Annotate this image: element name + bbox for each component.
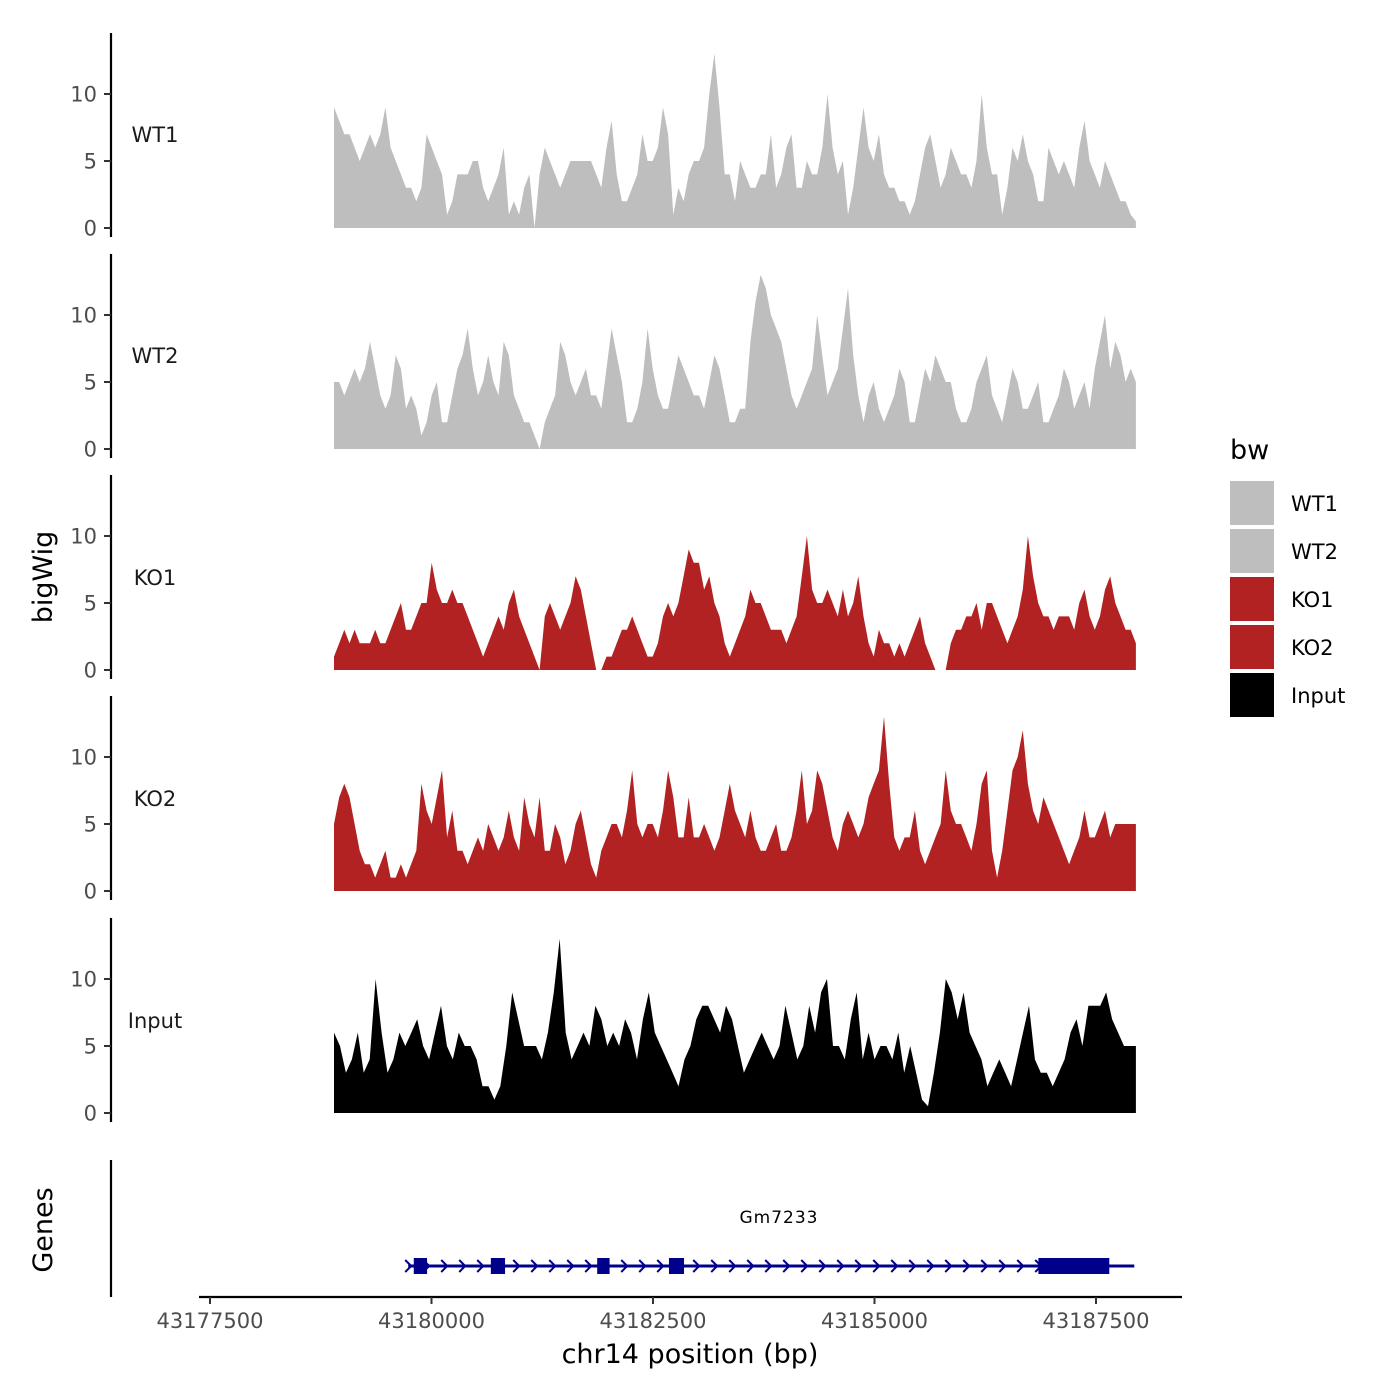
strand-arrow — [404, 1259, 413, 1273]
gene-exon — [413, 1258, 428, 1274]
strand-arrow — [800, 1259, 809, 1273]
strand-arrow — [854, 1259, 863, 1273]
gene-exon — [490, 1258, 506, 1274]
x-axis: 43177500 43180000 43182500 43185000 43187500 — [157, 1295, 1182, 1333]
strand-arrow — [872, 1259, 881, 1273]
x-tick-label: 43177500 — [157, 1309, 264, 1333]
tracks: 0 5 10 WT1 0 5 10 WT2 0 5 10 KO1 0 5 10 KO2 0 5 10 Input — [70, 33, 1136, 1126]
strand-arrow — [584, 1259, 593, 1273]
track-wt1: 0 5 10 WT1 — [70, 33, 1136, 241]
track-input: 0 5 10 Input — [70, 918, 1136, 1126]
area-ko2 — [334, 716, 1136, 891]
track-label-wt2: WT2 — [132, 344, 179, 368]
x-tick-label: 43182500 — [600, 1309, 707, 1333]
y-tick-label: 0 — [84, 438, 97, 462]
track-wt2: 0 5 10 WT2 — [70, 254, 1136, 462]
strand-arrow — [782, 1259, 791, 1273]
strand-arrow — [764, 1259, 773, 1273]
legend-label-ko1: KO1 — [1291, 588, 1334, 612]
strand-arrow — [566, 1259, 575, 1273]
gene-exon — [668, 1258, 685, 1274]
strand-arrow — [512, 1259, 521, 1273]
strand-arrow — [548, 1259, 557, 1273]
y-tick-label: 5 — [84, 150, 97, 174]
strand-arrow — [656, 1259, 665, 1273]
y-tick-label: 0 — [84, 217, 97, 241]
strand-arrow — [962, 1259, 971, 1273]
legend-key-ko1 — [1230, 577, 1274, 621]
legend-key-wt1 — [1230, 481, 1274, 525]
y-tick-label: 0 — [84, 880, 97, 904]
strand-arrow — [620, 1259, 629, 1273]
strand-arrow — [638, 1259, 647, 1273]
area-input — [334, 938, 1136, 1113]
x-tick-label: 43180000 — [378, 1309, 485, 1333]
legend-label-ko2: KO2 — [1291, 636, 1334, 660]
strand-arrow — [440, 1259, 449, 1273]
genes-panel: Gm7233 — [109, 1160, 1135, 1297]
gene-exon — [597, 1258, 610, 1274]
area-ko1 — [334, 536, 1136, 670]
legend: bw WT1 WT2 KO1 KO2 Input — [1230, 435, 1345, 717]
legend-title: bw — [1230, 435, 1269, 466]
y-tick-label: 5 — [84, 371, 97, 395]
track-ko1: 0 5 10 KO1 — [70, 475, 1136, 683]
strand-arrow — [458, 1259, 467, 1273]
y-tick-label: 5 — [84, 813, 97, 837]
legend-key-ko2 — [1230, 625, 1274, 669]
strand-arrow — [836, 1259, 845, 1273]
strand-arrow — [890, 1259, 899, 1273]
x-tick-label: 43187500 — [1043, 1309, 1150, 1333]
strand-arrow — [944, 1259, 953, 1273]
track-label-input: Input — [128, 1009, 182, 1033]
strand-arrow — [980, 1259, 989, 1273]
track-ko2: 0 5 10 KO2 — [70, 696, 1136, 904]
area-wt1 — [334, 53, 1136, 228]
y-tick-label: 10 — [70, 746, 97, 770]
legend-key-wt2 — [1230, 529, 1274, 573]
strand-arrow — [926, 1259, 935, 1273]
y-tick-label: 10 — [70, 525, 97, 549]
y-tick-label: 10 — [70, 83, 97, 107]
y-axis-title: bigWig — [28, 531, 59, 624]
x-tick-label: 43185000 — [821, 1309, 928, 1333]
gene-exon — [1038, 1258, 1110, 1274]
strand-arrow — [908, 1259, 917, 1273]
strand-arrow — [692, 1259, 701, 1273]
legend-label-input: Input — [1291, 684, 1345, 708]
track-label-ko2: KO2 — [134, 787, 177, 811]
area-wt2 — [334, 274, 1136, 449]
y-tick-label: 5 — [84, 592, 97, 616]
track-label-wt1: WT1 — [132, 123, 179, 147]
strand-arrow — [476, 1259, 485, 1273]
genes-axis-title: Genes — [28, 1187, 59, 1272]
y-tick-label: 0 — [84, 1102, 97, 1126]
y-tick-label: 10 — [70, 304, 97, 328]
y-tick-label: 0 — [84, 659, 97, 683]
legend-label-wt2: WT2 — [1291, 540, 1338, 564]
track-label-ko1: KO1 — [134, 566, 177, 590]
legend-label-wt1: WT1 — [1291, 492, 1338, 516]
legend-key-input — [1230, 673, 1274, 717]
y-tick-label: 5 — [84, 1035, 97, 1059]
x-axis-title: chr14 position (bp) — [562, 1339, 819, 1370]
strand-arrow — [710, 1259, 719, 1273]
strand-arrow — [746, 1259, 755, 1273]
strand-arrow — [1016, 1259, 1025, 1273]
strand-arrow — [530, 1259, 539, 1273]
strand-arrow — [728, 1259, 737, 1273]
strand-arrow — [998, 1259, 1007, 1273]
y-tick-label: 10 — [70, 968, 97, 992]
gene-name-label: Gm7233 — [740, 1208, 819, 1228]
strand-arrow — [818, 1259, 827, 1273]
